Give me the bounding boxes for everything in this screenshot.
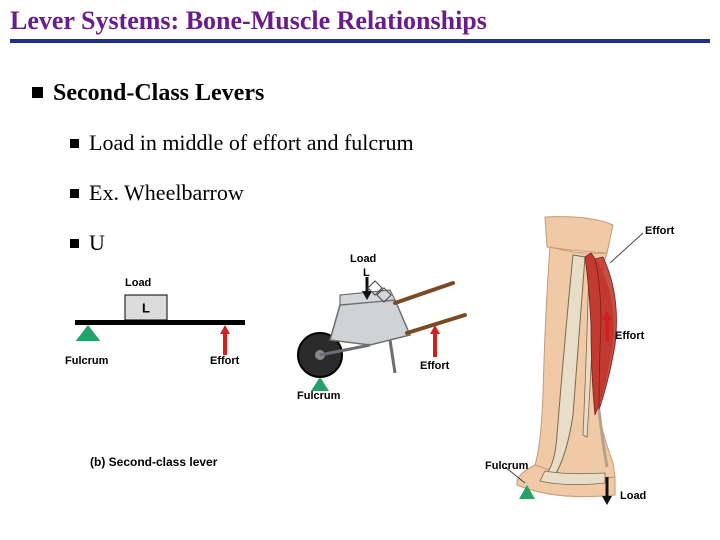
- bullet-l2a-text: Load in middle of effort and fulcrum: [89, 130, 414, 155]
- schematic-svg: L: [70, 255, 260, 405]
- slide: Lever Systems: Bone-Muscle Relationships…: [0, 0, 720, 540]
- wheelbarrow-panel: Load L Fulcrum Effort: [275, 245, 475, 415]
- effort-label: Effort: [615, 330, 644, 342]
- load-label: Load: [350, 253, 376, 265]
- diagram-caption: (b) Second-class lever: [90, 455, 217, 469]
- bullet-l1: Second-Class Levers: [0, 80, 264, 107]
- fulcrum-label: Fulcrum: [485, 460, 528, 472]
- fulcrum-label: Fulcrum: [65, 355, 108, 367]
- bullet-l2a: Load in middle of effort and fulcrum: [0, 130, 414, 156]
- slide-title: Lever Systems: Bone-Muscle Relationships: [0, 0, 720, 39]
- bullet-l2c: U: [0, 230, 105, 256]
- svg-text:L: L: [142, 301, 150, 316]
- bullet-l2b-text: Ex. Wheelbarrow: [89, 180, 244, 205]
- leg-panel: Effort Effort Fulcrum Load: [495, 215, 675, 515]
- bullet-square-icon: [32, 87, 43, 98]
- effort-label: Effort: [645, 225, 674, 237]
- effort-label: Effort: [420, 360, 449, 372]
- diagram-area: L Load Fulcrum Effort Load L Fulcrum Eff…: [80, 255, 680, 515]
- load-label: Load: [125, 277, 151, 289]
- title-rule: [10, 39, 710, 43]
- fulcrum-label: Fulcrum: [297, 390, 340, 402]
- bullet-l2c-text: U: [89, 230, 105, 255]
- bullet-square-icon: [70, 139, 79, 148]
- effort-label: Effort: [210, 355, 239, 367]
- bullet-square-icon: [70, 189, 79, 198]
- bullet-l2b: Ex. Wheelbarrow: [0, 180, 244, 206]
- bullet-l1-text: Second-Class Levers: [53, 80, 264, 106]
- bullet-square-icon: [70, 239, 79, 248]
- load-l-label: L: [363, 267, 370, 279]
- load-label: Load: [620, 490, 646, 502]
- schematic-panel: L Load Fulcrum Effort: [70, 255, 260, 405]
